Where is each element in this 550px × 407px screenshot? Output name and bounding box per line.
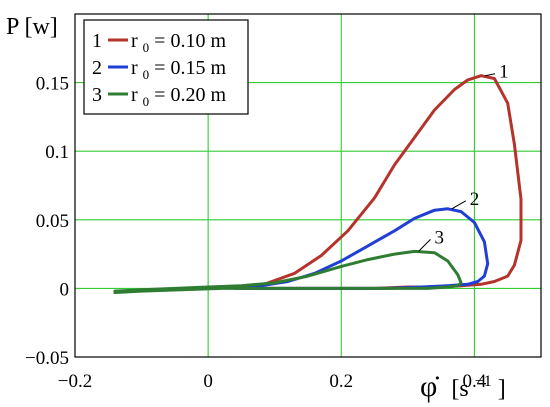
curve-label-3: 3 [435,227,445,248]
legend-sub-3: 0 [143,94,150,109]
legend-entry-2: 2 r 0 = 0.15 m [92,57,226,84]
x-axis-unit: [s [451,376,468,402]
curve-label-2: 2 [470,189,480,210]
y-tick-label: 0.15 [36,74,69,95]
legend-r-3: r [131,84,138,106]
y-tick-label: −0.05 [25,348,69,369]
curve-label-leader-2 [451,200,467,210]
legend-sub-1: 0 [143,40,150,55]
x-tick-label: −0.2 [58,371,92,392]
legend-number-3: 3 [92,84,102,106]
legend-entry-1: 1 r 0 = 0.10 m [92,30,226,57]
y-tick-label: 0.05 [36,211,69,232]
y-tick-label: 0.1 [45,142,69,163]
plot-frame [74,13,542,358]
x-axis-symbol: φ̇ [420,370,439,403]
legend: 1 r 0 = 0.10 m 2 r 0 = 0.15 m 3 r 0 = [83,19,249,115]
legend-rest-3: = 0.20 m [154,84,226,106]
legend-r-2: r [131,57,138,79]
legend-entry-3: 3 r 0 = 0.20 m [92,84,226,111]
legend-r-1: r [131,30,138,52]
legend-text-2: r 0 = 0.15 m [131,57,226,84]
legend-rest-2: = 0.15 m [154,57,226,79]
curve-label-1: 1 [499,62,509,83]
legend-text-3: r 0 = 0.20 m [131,84,226,111]
legend-number-2: 2 [92,57,102,79]
x-tick-label: 0.4 [463,371,487,392]
legend-number-1: 1 [92,30,102,52]
curve-label-leader-3 [418,239,431,252]
tick-labels: −0.2 0 0.2 0.4 −0.05 0 0.05 0.1 0.15 [25,74,487,392]
y-axis-label: P [w] [6,14,58,40]
legend-text-1: r 0 = 0.10 m [131,30,226,57]
x-axis-unit-exponent: −1 [475,373,492,390]
curves: 1 2 3 [113,62,523,294]
series-line-3 [113,249,463,294]
legend-sub-2: 0 [143,67,150,82]
y-tick-label: 0 [60,279,70,300]
x-tick-label: 0 [203,371,213,392]
legend-rest-1: = 0.10 m [154,30,226,52]
series-line-2 [233,207,490,290]
curve-label-leader-1 [484,73,496,77]
x-axis-label: φ̇ [s −1 ] [420,366,506,403]
x-tick-label: 0.2 [329,371,353,392]
x-axis-unit-close: ] [498,376,506,402]
